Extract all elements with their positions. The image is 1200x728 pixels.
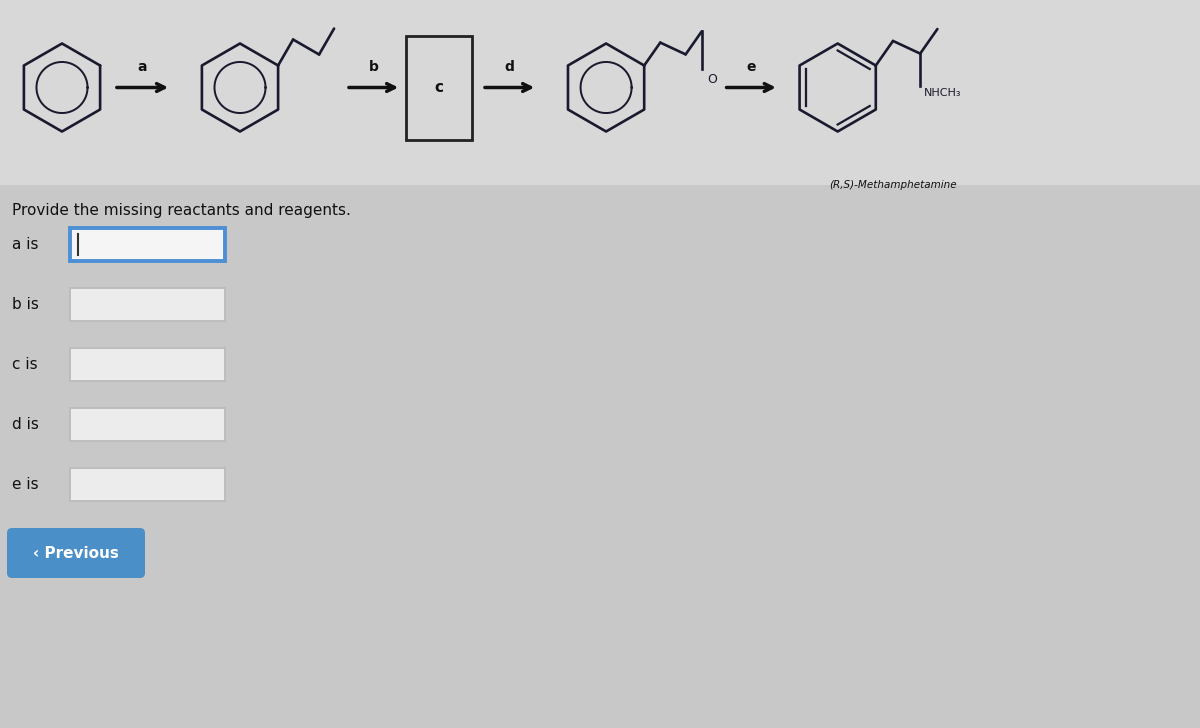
Text: b is: b is — [12, 297, 38, 312]
Text: c: c — [434, 80, 444, 95]
Text: a is: a is — [12, 237, 38, 252]
Text: d: d — [505, 60, 515, 74]
Bar — [70, 228, 226, 261]
Bar — [70, 468, 226, 501]
Text: e is: e is — [12, 477, 38, 492]
Text: ‹ Previous: ‹ Previous — [34, 545, 119, 561]
Bar — [406, 36, 472, 140]
FancyBboxPatch shape — [7, 528, 145, 578]
Bar — [0, 0, 1200, 185]
Text: d is: d is — [12, 417, 38, 432]
Text: c is: c is — [12, 357, 37, 372]
Bar — [70, 408, 226, 441]
Text: e: e — [746, 60, 756, 74]
Text: a: a — [138, 60, 148, 74]
Text: (R,S)-Methamphetamine: (R,S)-Methamphetamine — [829, 180, 956, 189]
Text: NHCH₃: NHCH₃ — [924, 87, 961, 98]
Text: b: b — [368, 60, 378, 74]
Text: Provide the missing reactants and reagents.: Provide the missing reactants and reagen… — [12, 203, 350, 218]
Text: O: O — [708, 74, 718, 87]
Bar — [70, 348, 226, 381]
Bar — [70, 288, 226, 321]
